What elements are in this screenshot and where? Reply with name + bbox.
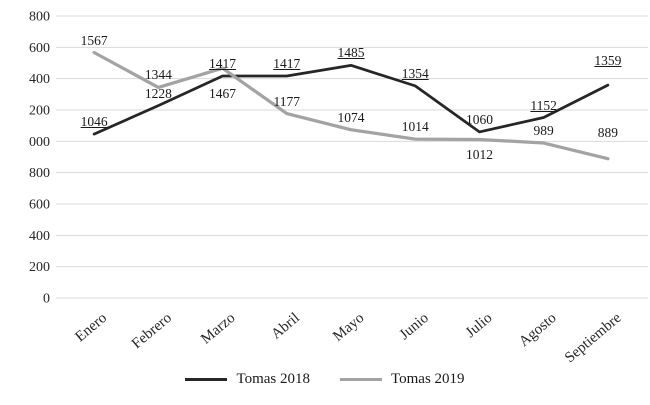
y-axis-tick-label: 600 [29,198,50,213]
legend-label-tomas-2018: Tomas 2018 [236,371,310,387]
y-axis-tick-label: 200 [29,260,50,275]
legend: Tomas 2018 Tomas 2019 [0,371,650,388]
legend-label-tomas-2019: Tomas 2019 [391,371,465,387]
y-axis-tick-label: 600 [29,41,50,56]
y-axis-tick-label: 400 [29,229,50,244]
y-axis-tick-label: 200 [29,104,50,119]
y-axis-tick-label: 000 [29,135,50,150]
y-axis-tick-label: 800 [29,10,50,25]
y-axis-tick-label: 0 [43,292,50,307]
series-line-tomas-2019 [92,50,610,161]
series-line-tomas-2018 [92,63,610,136]
legend-line-swatch-2019-icon [340,377,382,382]
legend-line-swatch-2018-icon [185,377,228,382]
legend-item-tomas-2018: Tomas 2018 [185,371,310,388]
legend-item-tomas-2019: Tomas 2019 [340,371,465,388]
y-axis-tick-label: 400 [29,72,50,87]
y-axis-tick-label: 800 [29,166,50,181]
